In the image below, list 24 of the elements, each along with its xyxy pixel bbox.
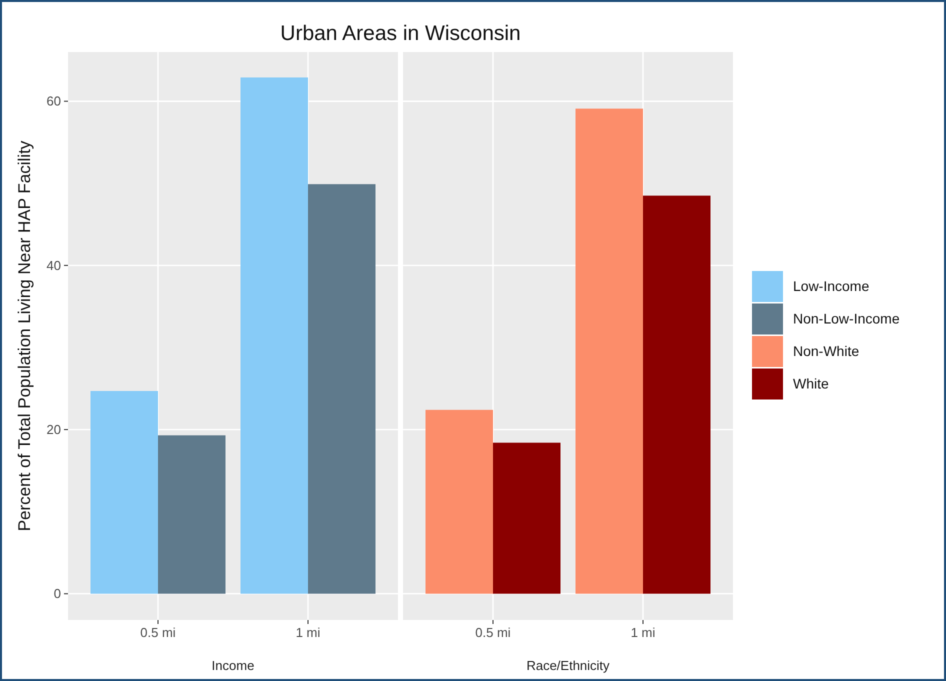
bar (493, 442, 560, 594)
bar (90, 390, 158, 594)
bar (308, 184, 376, 594)
bar (643, 196, 710, 594)
bar (240, 77, 308, 594)
chart-title: Urban Areas in Wisconsin (280, 22, 521, 45)
legend-label: Low-Income (793, 278, 870, 294)
y-tick-label: 40 (46, 258, 61, 273)
legend-label: Non-Low-Income (793, 310, 900, 326)
x-axis-title: Income (212, 658, 254, 673)
y-tick-label: 0 (54, 586, 61, 602)
x-axis-title: Race/Ethnicity (526, 658, 610, 673)
x-tick-label: 0.5 mi (140, 625, 176, 640)
legend-label: Non-White (793, 343, 860, 359)
y-tick-label: 60 (46, 94, 61, 109)
x-tick-label: 0.5 mi (475, 625, 511, 640)
y-axis-title: Percent of Total Population Living Near HAP Facility (15, 140, 34, 532)
bar (576, 108, 643, 594)
bar (158, 435, 226, 594)
legend-label: White (793, 376, 829, 392)
x-tick-label: 1 mi (296, 625, 320, 640)
x-tick-label: 1 mi (630, 625, 656, 640)
y-tick-label: 20 (46, 422, 61, 438)
bar (426, 410, 493, 594)
